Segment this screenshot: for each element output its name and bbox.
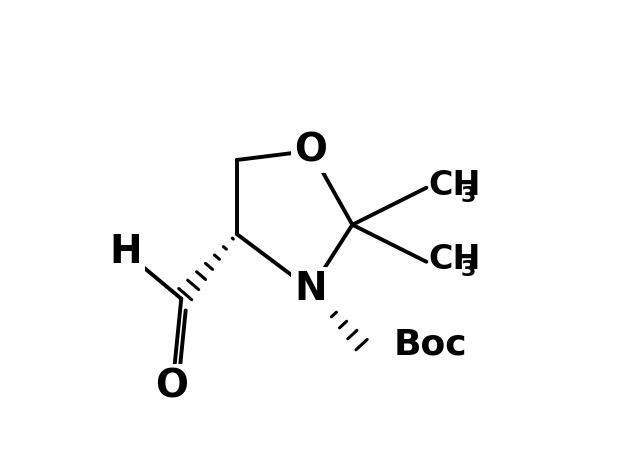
- Text: CH: CH: [429, 169, 481, 202]
- Text: O: O: [294, 132, 327, 170]
- Text: Boc: Boc: [394, 328, 468, 362]
- Text: H: H: [109, 234, 142, 271]
- Text: O: O: [156, 367, 189, 406]
- Text: 3: 3: [461, 186, 476, 206]
- Text: 3: 3: [461, 260, 476, 280]
- Text: CH: CH: [429, 243, 481, 276]
- Text: N: N: [294, 271, 327, 308]
